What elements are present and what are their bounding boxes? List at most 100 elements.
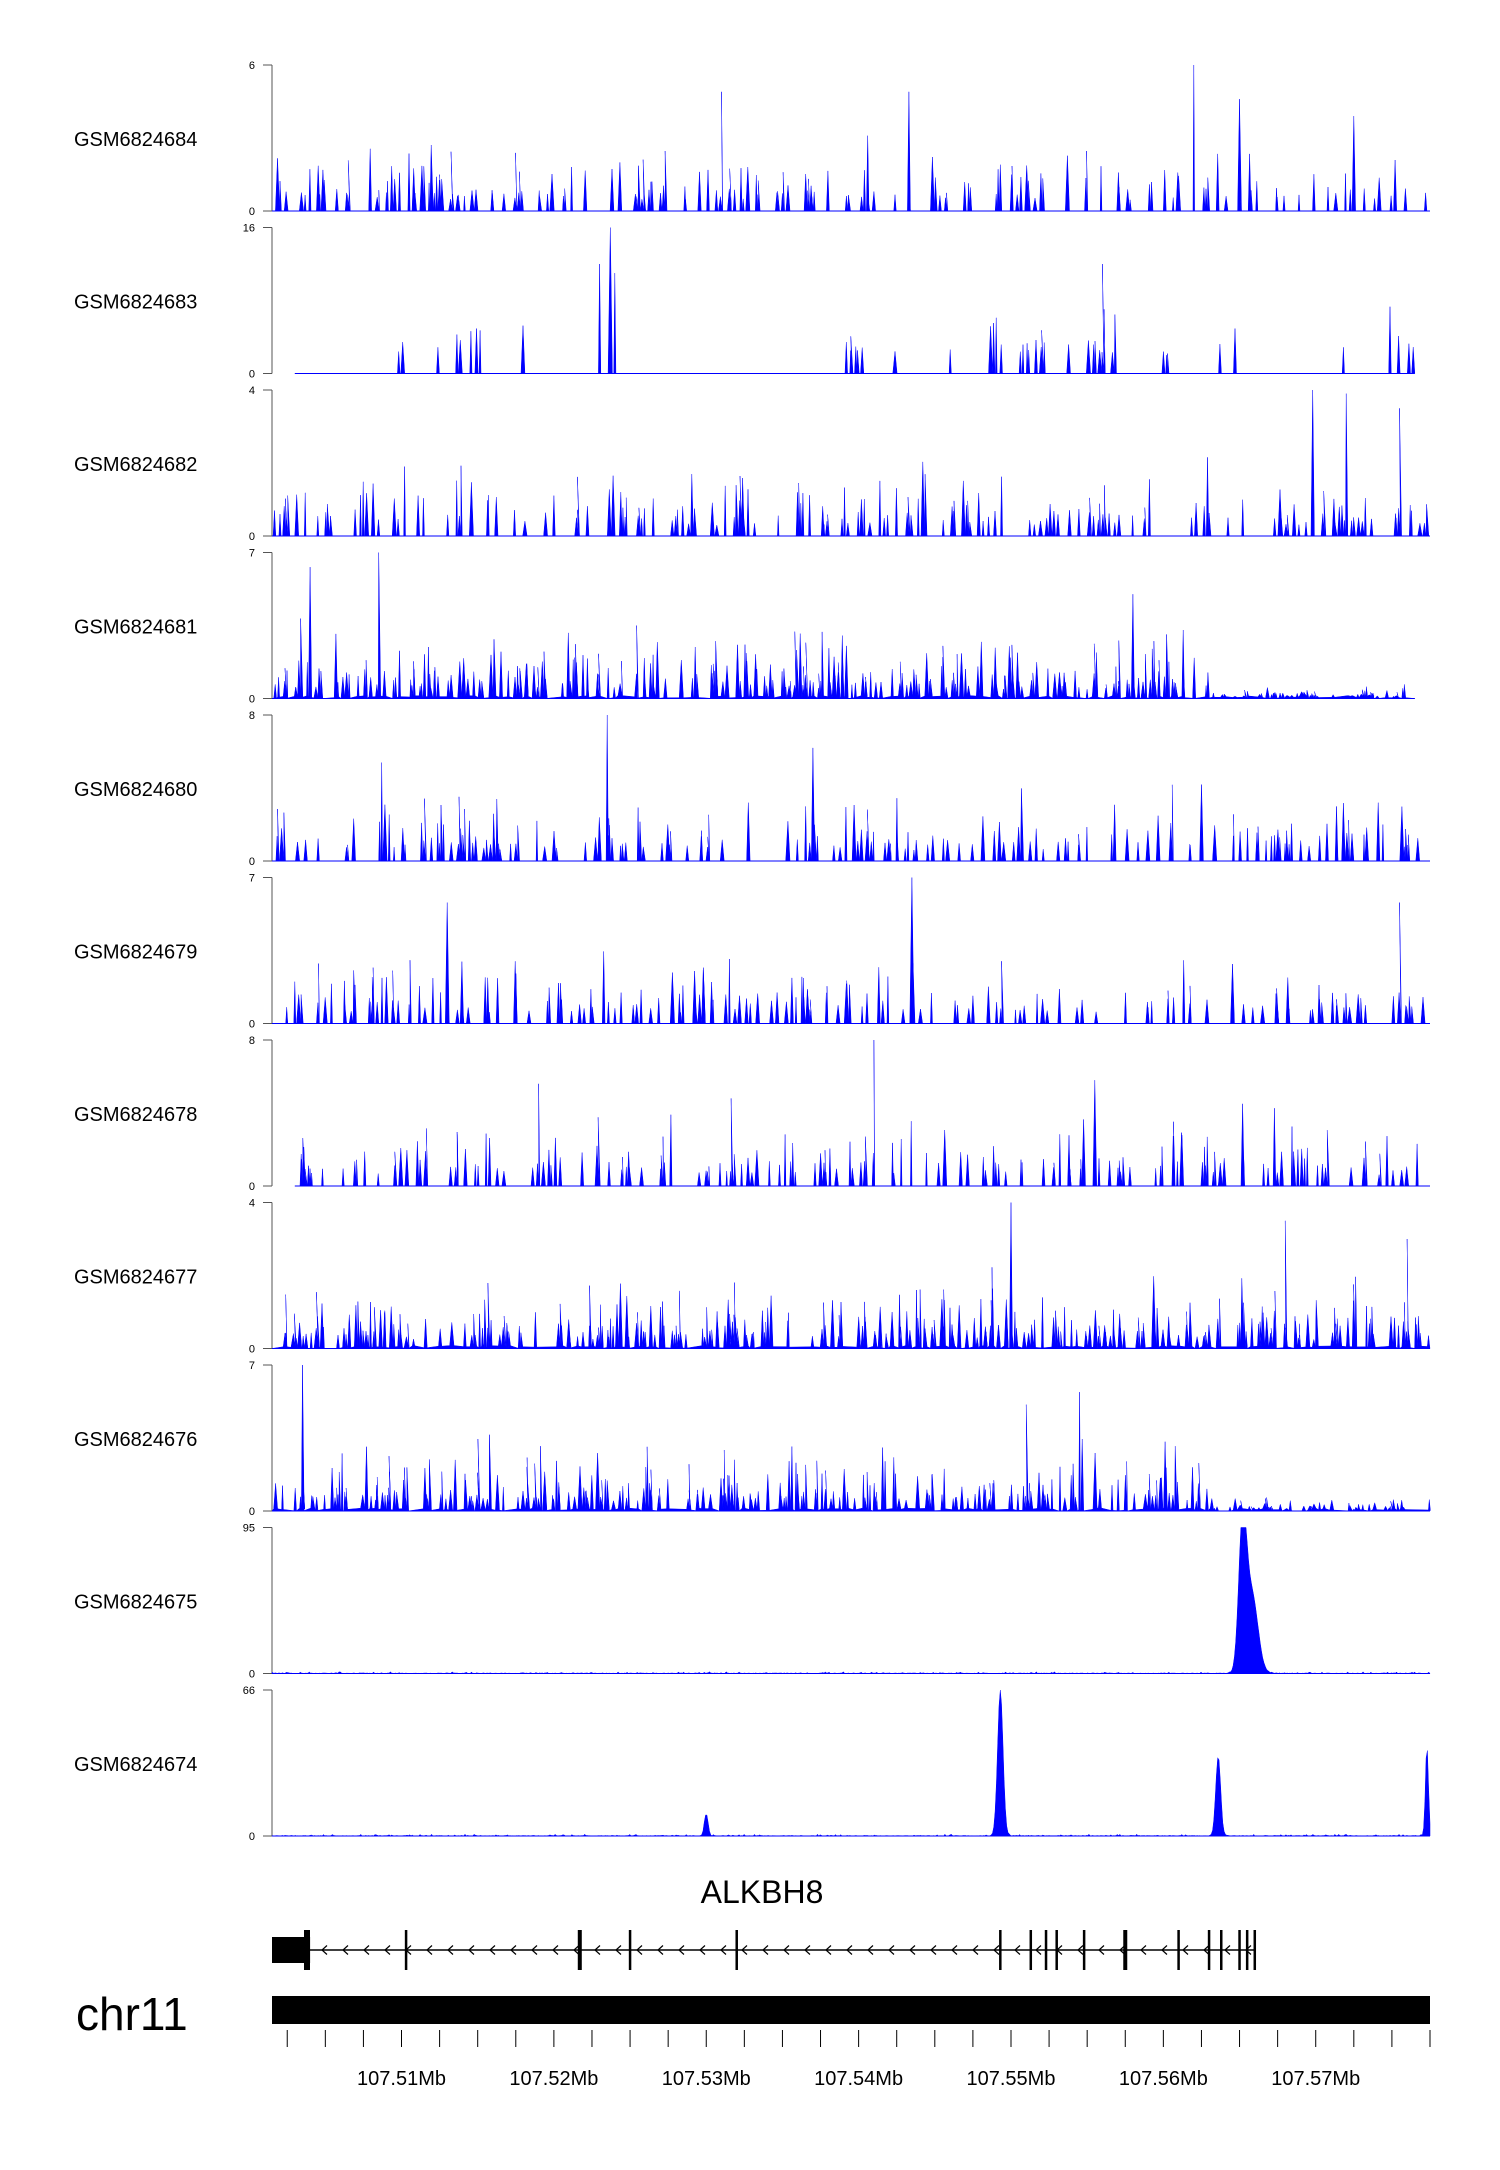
track-label: GSM6824675 <box>74 1592 197 1614</box>
strand-arrow <box>1035 1945 1042 1955</box>
y-min-label: 0 <box>249 1181 255 1193</box>
chromosome-axis-track: chr11 107.51Mb 107.52Mb 107.53Mb 107.54Mb 107… <box>76 1988 1431 2090</box>
strand-arrow <box>489 1945 496 1955</box>
exon <box>1245 1930 1249 1970</box>
chromosome-bar <box>272 1996 1430 2024</box>
y-max-label: 6 <box>249 60 255 72</box>
track-label: GSM6824676 <box>74 1429 197 1451</box>
exon <box>1177 1930 1180 1970</box>
strand-arrow <box>783 1945 790 1955</box>
axis-tick-label: 107.53Mb <box>662 2068 751 2090</box>
exon <box>1207 1930 1211 1970</box>
exon <box>1220 1930 1223 1970</box>
track-label: GSM6824674 <box>74 1754 197 1776</box>
y-min-label: 0 <box>249 694 255 706</box>
track-GSM6824680: GSM6824680 8 0 <box>74 710 1430 868</box>
track-label: GSM6824680 <box>74 779 197 801</box>
y-max-label: 4 <box>249 1198 255 1210</box>
exon <box>735 1930 738 1970</box>
y-min-label: 0 <box>249 206 255 218</box>
axis-tick-label: 107.56Mb <box>1119 2068 1208 2090</box>
coverage-tracks: GSM682468460GSM6824683160GSM682468240GSM… <box>74 60 1431 1843</box>
exon <box>404 1930 408 1970</box>
exon <box>1044 1930 1048 1970</box>
track-GSM6824682: GSM6824682 4 0 <box>74 385 1430 543</box>
track-label: GSM6824679 <box>74 942 197 964</box>
strand-arrow <box>594 1945 601 1955</box>
strand-arrow <box>825 1945 832 1955</box>
coverage-area <box>271 1527 1431 1674</box>
coverage-area <box>271 1689 1431 1837</box>
gene-name-label: ALKBH8 <box>701 1874 824 1910</box>
strand-arrow <box>1224 1945 1231 1955</box>
strand-arrow <box>1161 1945 1168 1955</box>
strand-arrow <box>1203 1945 1210 1955</box>
strand-arrow <box>909 1945 916 1955</box>
track-label: GSM6824683 <box>74 292 197 314</box>
strand-arrow <box>636 1945 643 1955</box>
exon <box>1029 1930 1033 1970</box>
coding-block <box>303 1930 310 1970</box>
strand-arrow <box>1077 1945 1084 1955</box>
track-GSM6824684: GSM6824684 6 0 <box>74 60 1430 218</box>
y-max-label: 8 <box>249 710 255 722</box>
track-label: GSM6824677 <box>74 1267 197 1289</box>
y-max-label: 7 <box>249 1360 255 1372</box>
track-GSM6824674: GSM6824674 66 0 <box>74 1685 1431 1843</box>
axis-tick-label: 107.57Mb <box>1271 2068 1360 2090</box>
track-GSM6824678: GSM6824678 8 0 <box>74 1035 1430 1193</box>
strand-arrow <box>993 1945 1000 1955</box>
track-GSM6824679: GSM6824679 7 0 <box>74 873 1430 1031</box>
exon <box>628 1930 632 1970</box>
strand-arrow <box>972 1945 979 1955</box>
gene-annotation-track: ALKBH8 <box>272 1874 1257 1970</box>
track-label: GSM6824678 <box>74 1104 197 1126</box>
exon <box>304 1930 307 1970</box>
strand-arrow <box>762 1945 769 1955</box>
strand-arrow <box>741 1945 748 1955</box>
coverage-area <box>294 1039 1430 1187</box>
track-GSM6824681: GSM6824681 7 0 <box>74 548 1415 706</box>
strand-arrow <box>678 1945 685 1955</box>
exon <box>1082 1930 1086 1970</box>
y-min-label: 0 <box>249 856 255 868</box>
strand-arrow <box>720 1945 727 1955</box>
y-max-label: 8 <box>249 1035 255 1047</box>
y-min-label: 0 <box>249 1831 255 1843</box>
coverage-area <box>271 1202 1431 1350</box>
y-min-label: 0 <box>249 1019 255 1031</box>
strand-arrow <box>342 1945 349 1955</box>
track-GSM6824683: GSM6824683 16 0 <box>74 223 1416 381</box>
coverage-area <box>272 714 1430 862</box>
coverage-area <box>272 389 1430 537</box>
strand-arrow <box>321 1945 328 1955</box>
track-label: GSM6824684 <box>74 129 197 151</box>
chromosome-label: chr11 <box>76 1988 188 2040</box>
y-min-label: 0 <box>249 1669 255 1681</box>
exon <box>1055 1930 1058 1970</box>
strand-arrow <box>1098 1945 1105 1955</box>
strand-arrow <box>531 1945 538 1955</box>
strand-arrow <box>888 1945 895 1955</box>
y-max-label: 4 <box>249 385 255 397</box>
strand-arrow <box>1182 1945 1189 1955</box>
strand-arrow <box>510 1945 517 1955</box>
coverage-area <box>272 877 1430 1024</box>
y-max-label: 16 <box>243 223 255 235</box>
strand-arrow <box>573 1945 580 1955</box>
track-GSM6824675: GSM6824675 95 0 <box>74 1523 1431 1681</box>
track-GSM6824676: GSM6824676 7 0 <box>74 1360 1431 1518</box>
strand-arrow <box>552 1945 559 1955</box>
y-min-label: 0 <box>249 531 255 543</box>
coverage-area <box>271 1364 1431 1512</box>
track-label: GSM6824681 <box>74 617 197 639</box>
strand-arrow <box>951 1945 958 1955</box>
exon <box>1238 1930 1241 1970</box>
y-max-label: 66 <box>243 1685 255 1697</box>
strand-arrow <box>657 1945 664 1955</box>
y-max-label: 95 <box>243 1523 255 1535</box>
strand-arrow <box>468 1945 475 1955</box>
utr-block <box>272 1937 311 1963</box>
axis-tick-label: 107.51Mb <box>357 2068 446 2090</box>
